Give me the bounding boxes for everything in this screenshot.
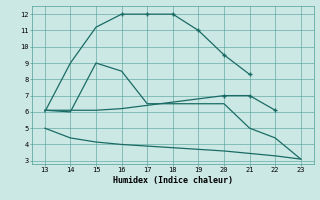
X-axis label: Humidex (Indice chaleur): Humidex (Indice chaleur) [113, 176, 233, 185]
